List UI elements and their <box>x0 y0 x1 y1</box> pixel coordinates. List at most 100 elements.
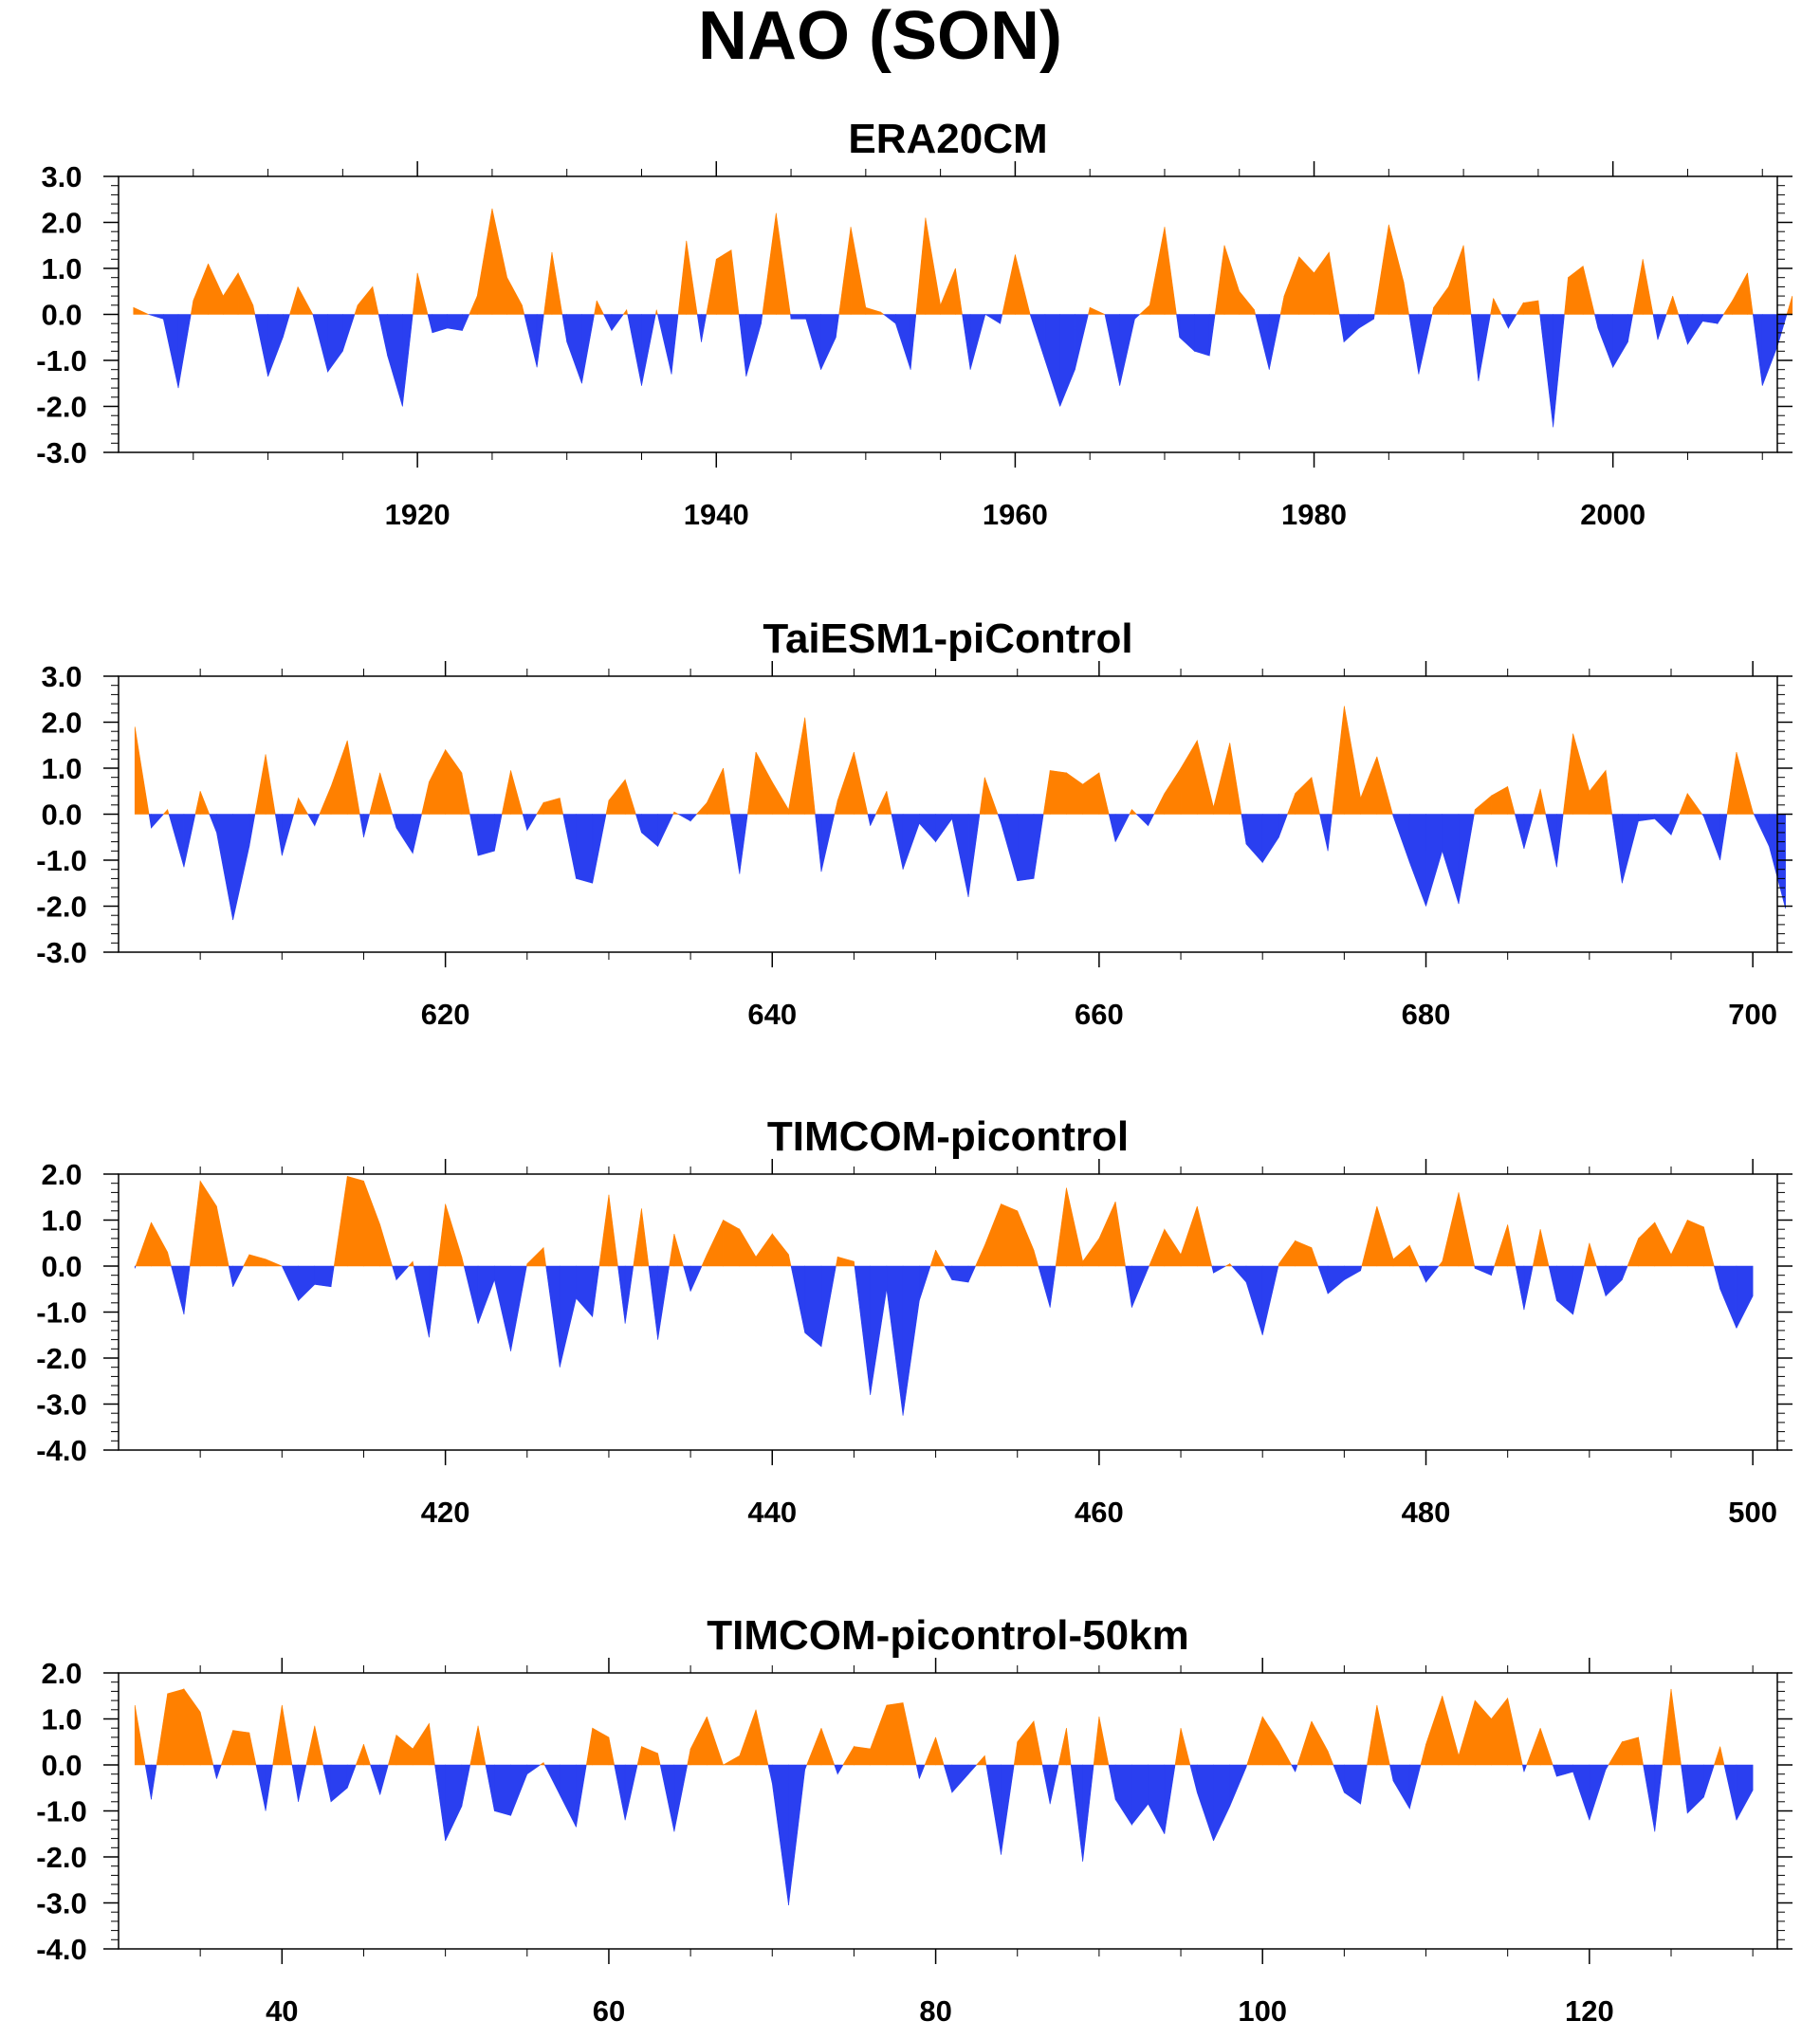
negative-anomaly-area-21 <box>330 1764 348 1803</box>
positive-anomaly-area-86 <box>1017 1720 1035 1766</box>
negative-anomaly-area-40 <box>522 814 528 831</box>
positive-anomaly-area-130 <box>1507 1698 1523 1766</box>
panels: ERA20CM 3.0 2.0 1.0 0.0 -1.0 -2.0 -3.0 1920 1940 1… <box>36 116 1793 2028</box>
positive-anomaly-area-25 <box>412 1261 414 1267</box>
negative-anomaly-area-88 <box>1033 814 1044 879</box>
positive-anomaly-area-81 <box>975 1754 985 1766</box>
positive-anomaly-area-59 <box>707 767 724 815</box>
positive-anomaly-area-87 <box>1098 1201 1116 1267</box>
negative-anomaly-area-108 <box>1261 814 1279 864</box>
positive-anomaly-area-77 <box>975 1245 985 1267</box>
negative-anomaly-area-142 <box>1654 814 1672 836</box>
negative-anomaly-area-137 <box>1539 314 1553 428</box>
positive-anomaly-area-51 <box>673 1233 684 1267</box>
positive-anomaly-area-56 <box>723 1219 741 1267</box>
negative-anomaly-area-70 <box>902 1265 920 1416</box>
negative-anomaly-area-121 <box>1474 1265 1492 1277</box>
positive-anomaly-area-8 <box>199 791 211 815</box>
positive-anomaly-area-119 <box>1367 1704 1378 1766</box>
negative-anomaly-area-5 <box>183 1265 191 1314</box>
negative-anomaly-area-67 <box>790 314 807 320</box>
positive-anomaly-area-115 <box>1327 1751 1334 1766</box>
positive-anomaly-area-47 <box>641 1208 650 1267</box>
negative-anomaly-area-63 <box>761 314 763 324</box>
positive-anomaly-area-19 <box>346 1176 364 1267</box>
negative-anomaly-area-111 <box>1291 1764 1296 1773</box>
positive-anomaly-area-72 <box>850 227 867 315</box>
positive-anomaly-area-145 <box>1662 1688 1672 1766</box>
positive-anomaly-area-42 <box>598 1194 610 1267</box>
positive-anomaly-area-59 <box>771 1233 789 1267</box>
positive-anomaly-area-42 <box>594 300 597 315</box>
y-tick-label: -3.0 <box>36 1388 86 1422</box>
negative-anomaly-area-147 <box>1703 814 1720 861</box>
y-tick-label: -3.0 <box>36 936 86 969</box>
negative-anomaly-area-36 <box>477 814 495 856</box>
negative-anomaly-area-22 <box>387 314 403 407</box>
negative-anomaly-area-53 <box>671 314 679 375</box>
negative-anomaly-area-69 <box>820 314 836 370</box>
positive-anomaly-area-132 <box>1539 788 1547 815</box>
positive-anomaly-area-38 <box>551 251 563 315</box>
panel-title: TaiESM1-piControl <box>763 615 1132 662</box>
negative-anomaly-area-31 <box>463 1265 479 1324</box>
negative-anomaly-area-68 <box>836 1764 844 1775</box>
y-tick-label: -1.0 <box>36 344 86 377</box>
y-tick-label: -2.0 <box>36 891 86 924</box>
x-tick-label: 1920 <box>385 498 450 531</box>
positive-anomaly-area-141 <box>1622 1736 1639 1766</box>
negative-anomaly-area-49 <box>624 1764 638 1821</box>
positive-anomaly-area-42 <box>536 801 544 815</box>
negative-anomaly-area-56 <box>696 314 702 342</box>
y-tick-label: 0.0 <box>41 1749 82 1782</box>
negative-anomaly-area-102 <box>1261 1265 1279 1335</box>
positive-anomaly-area-36 <box>526 1246 544 1267</box>
positive-anomaly-area-11 <box>243 1254 250 1267</box>
negative-anomaly-area-73 <box>867 814 871 826</box>
negative-anomaly-area-21 <box>377 314 388 357</box>
positive-anomaly-area-113 <box>1296 1720 1313 1766</box>
negative-anomaly-area-62 <box>804 1265 822 1348</box>
negative-anomaly-area-61 <box>738 314 747 377</box>
negative-anomaly-area-132 <box>1523 1764 1528 1773</box>
negative-anomaly-area-110 <box>1360 1265 1363 1271</box>
positive-anomaly-area-141 <box>1686 1220 1704 1267</box>
positive-anomaly-area-47 <box>608 1736 616 1766</box>
negative-anomaly-area-31 <box>434 1764 446 1842</box>
positive-anomaly-area-78 <box>984 1203 1002 1267</box>
negative-anomaly-area-94 <box>1108 814 1116 842</box>
positive-anomaly-area-87 <box>1015 254 1031 315</box>
positive-anomaly-area-64 <box>755 751 773 815</box>
negative-anomaly-area-20 <box>314 814 321 826</box>
y-tick-label: 1.0 <box>41 1703 82 1736</box>
positive-anomaly-area-110 <box>1287 793 1296 815</box>
negative-anomaly-area-24 <box>359 814 364 837</box>
positive-anomaly-area-31 <box>476 208 493 315</box>
negative-anomaly-area-38 <box>510 1764 528 1816</box>
negative-anomaly-area-153 <box>1687 314 1703 346</box>
negative-anomaly-area-149 <box>1657 314 1667 340</box>
positive-anomaly-area-93 <box>1089 306 1106 315</box>
negative-anomaly-area-100 <box>1164 1764 1176 1834</box>
positive-anomaly-area-113 <box>1392 1244 1410 1267</box>
negative-anomaly-area-117 <box>1358 314 1374 329</box>
positive-anomaly-area-126 <box>1442 1696 1460 1766</box>
positive-anomaly-area-28 <box>395 1734 414 1766</box>
positive-anomaly-area-72 <box>929 1249 936 1267</box>
positive-anomaly-area-156 <box>1722 299 1734 315</box>
positive-anomaly-area-18 <box>333 1176 348 1267</box>
positive-anomaly-area-88 <box>1114 1202 1126 1267</box>
negative-anomaly-area-95 <box>1114 814 1131 842</box>
positive-anomaly-area-6 <box>208 264 224 315</box>
positive-anomaly-area-34 <box>461 772 470 815</box>
positive-anomaly-area-73 <box>935 1249 946 1267</box>
negative-anomaly-area-2 <box>151 1764 157 1800</box>
positive-anomaly-area-151 <box>1719 1746 1725 1766</box>
negative-anomaly-area-14 <box>281 1265 299 1301</box>
positive-anomaly-area-111 <box>1361 1205 1378 1267</box>
negative-anomaly-area-123 <box>1418 314 1433 375</box>
negative-anomaly-area-35 <box>524 314 538 368</box>
positive-anomaly-area-101 <box>1164 766 1182 815</box>
negative-anomaly-area-125 <box>1515 1265 1525 1311</box>
negative-anomaly-area-130 <box>1556 1265 1573 1315</box>
